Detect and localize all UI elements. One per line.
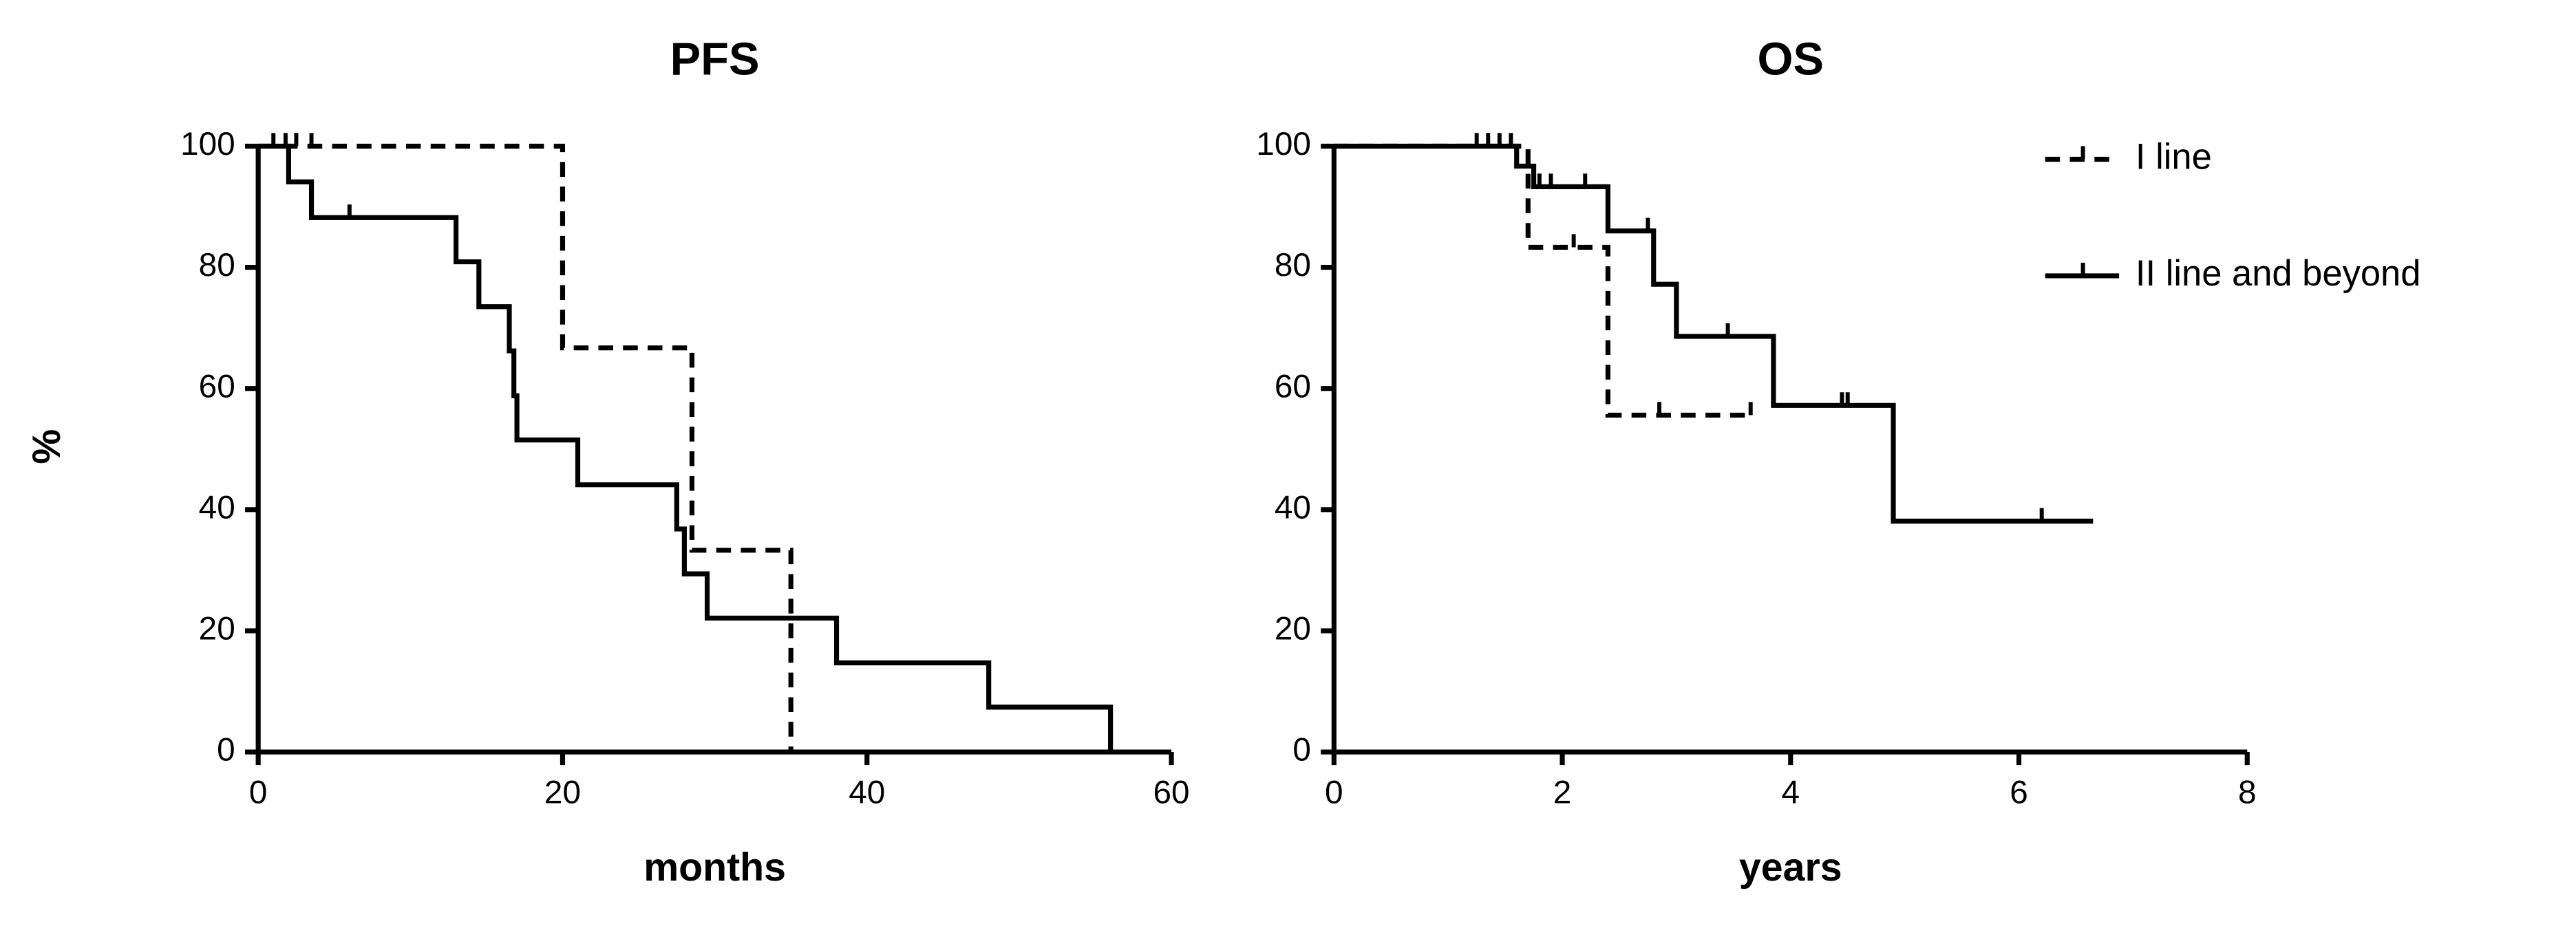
x-tick-label: 8 xyxy=(2238,775,2257,811)
x-axis-label: months xyxy=(643,846,786,890)
y-axis-label: % xyxy=(25,429,69,464)
survival-curve xyxy=(258,143,1114,753)
x-tick-label: 0 xyxy=(249,775,268,811)
y-tick-label: 20 xyxy=(199,611,235,647)
legend-label: I line xyxy=(2136,136,2212,177)
y-tick-label: 100 xyxy=(1256,126,1311,162)
x-tick-label: 0 xyxy=(1325,775,1343,811)
x-axis-label: years xyxy=(1739,846,1842,890)
x-tick-label: 2 xyxy=(1553,775,1572,811)
chart-title: OS xyxy=(1758,34,1824,85)
y-tick-label: 40 xyxy=(1275,489,1311,526)
chart-title: PFS xyxy=(670,34,760,85)
y-tick-label: 60 xyxy=(1275,368,1311,405)
y-tick-label: 80 xyxy=(1275,247,1311,283)
legend-label: II line and beyond xyxy=(2136,253,2421,294)
y-tick-label: 0 xyxy=(217,732,235,768)
x-tick-label: 6 xyxy=(2010,775,2028,811)
x-tick-label: 40 xyxy=(849,775,885,811)
y-tick-label: 80 xyxy=(199,247,235,283)
y-tick-label: 0 xyxy=(1292,732,1311,768)
survival-curve xyxy=(1334,143,2094,524)
x-tick-label: 20 xyxy=(544,775,581,811)
y-tick-label: 60 xyxy=(199,368,235,405)
y-tick-label: 40 xyxy=(199,489,235,526)
y-tick-label: 100 xyxy=(180,126,235,162)
y-tick-label: 20 xyxy=(1275,611,1311,647)
x-tick-label: 60 xyxy=(1153,775,1190,811)
x-tick-label: 4 xyxy=(1782,775,1800,811)
survival-curve xyxy=(258,143,794,753)
